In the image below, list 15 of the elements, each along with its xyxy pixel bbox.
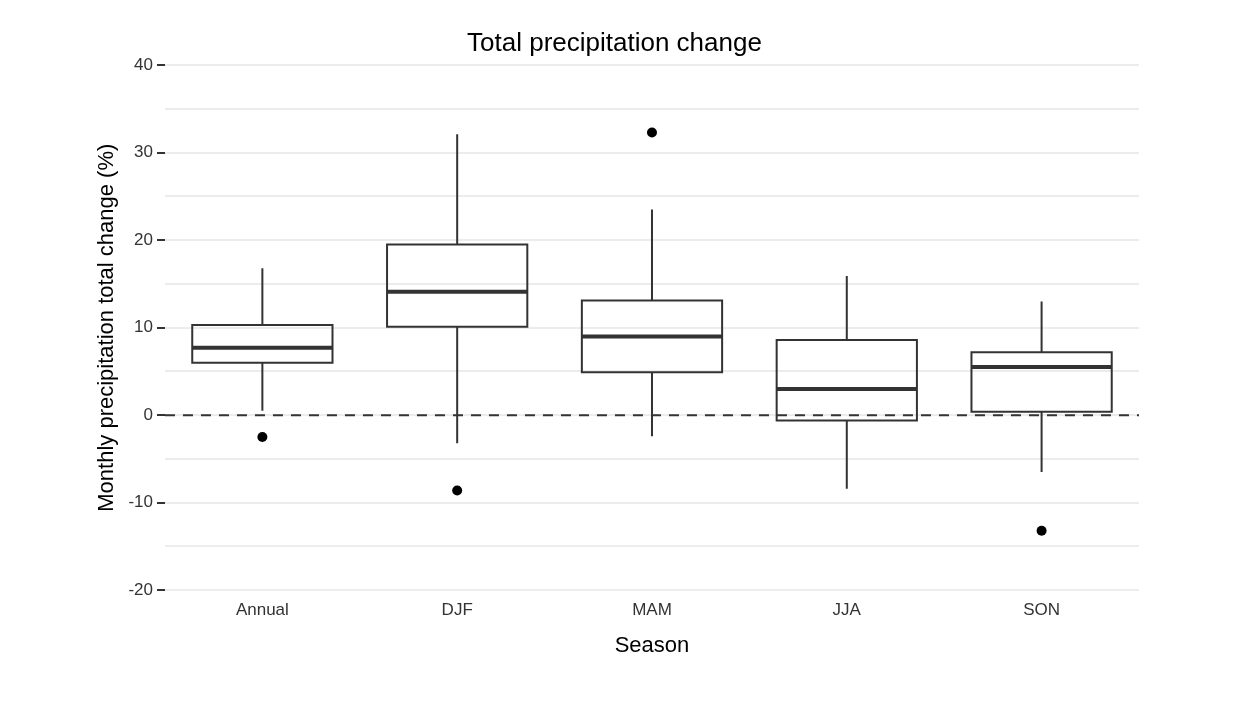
x-tick-label: JJA — [832, 600, 862, 620]
x-tick-label: SON — [1023, 600, 1061, 620]
chart-title: Total precipitation change — [467, 26, 762, 57]
y-axis-title: Monthly precipitation total change (%) — [93, 143, 119, 512]
y-tick-label: -10 — [128, 492, 153, 512]
y-tick-label: 30 — [134, 142, 153, 162]
y-tick-label: -20 — [128, 579, 153, 599]
y-tick-label: 20 — [134, 229, 153, 249]
x-tick-label: Annual — [235, 600, 289, 620]
x-tick-label: MAM — [632, 600, 672, 620]
x-tick-label: DJF — [441, 600, 473, 620]
x-axis-title: Season — [614, 631, 690, 657]
y-tick-label: 10 — [134, 317, 153, 337]
y-tick-label: 40 — [134, 54, 153, 74]
y-tick-label: 0 — [143, 404, 153, 424]
